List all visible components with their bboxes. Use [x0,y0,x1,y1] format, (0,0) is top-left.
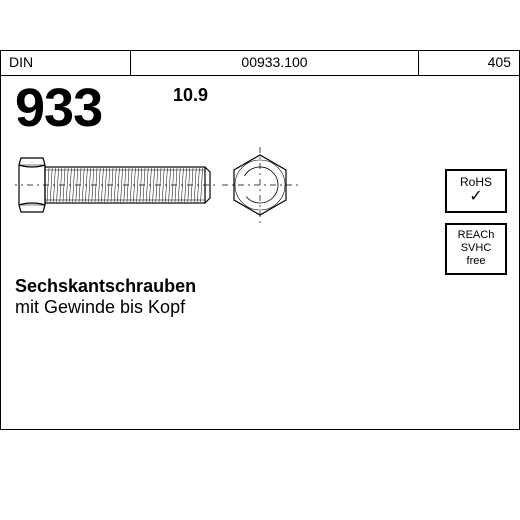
header-right-code: 405 [419,51,519,75]
reach-badge: REACh SVHC free [445,223,507,275]
strength-grade: 10.9 [173,85,208,106]
reach-line2: SVHC [449,242,503,255]
standard-number: 933 [15,77,102,139]
header-row: DIN 00933.100 405 [1,51,519,76]
header-code: 00933.100 [131,51,419,75]
check-icon: ✓ [449,189,503,205]
description: Sechskantschrauben mit Gewinde bis Kopf [15,276,196,318]
desc-line2: mit Gewinde bis Kopf [15,297,196,318]
reach-line3: free [449,255,503,268]
rohs-badge: RoHS ✓ [445,169,507,213]
bolt-svg [15,141,315,261]
reach-line1: REACh [449,229,503,242]
bolt-drawing [15,141,315,261]
spec-sheet: DIN 00933.100 405 933 10.9 RoHS ✓ REACh … [0,50,520,430]
header-din: DIN [1,51,131,75]
rohs-title: RoHS [449,175,503,189]
desc-line1: Sechskantschrauben [15,276,196,297]
